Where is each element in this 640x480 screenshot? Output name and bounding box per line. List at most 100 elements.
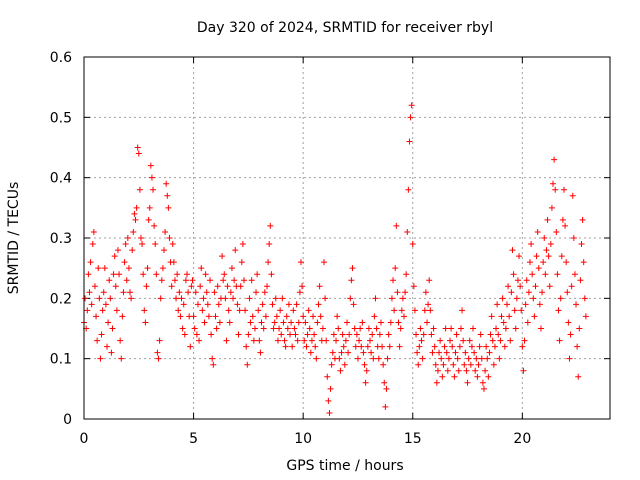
data-point [338,349,345,356]
data-point [335,325,342,332]
data-point [485,373,492,380]
data-point [397,325,404,332]
data-point [128,295,135,302]
data-point [283,313,290,320]
data-point [345,349,352,356]
data-point [243,343,250,350]
data-point [448,325,455,332]
data-point [415,361,422,368]
data-point [170,259,177,266]
data-point [494,301,501,308]
data-point [478,355,485,362]
chart-title: Day 320 of 2024, SRMTID for receiver rby… [197,20,493,36]
data-point [555,307,562,314]
data-point [493,325,500,332]
data-point [97,355,104,362]
data-point [482,367,489,374]
data-point [479,379,486,386]
data-point [315,301,322,308]
data-point [185,289,192,296]
data-point [519,343,526,350]
data-point [174,271,181,278]
data-point [369,331,376,338]
data-point [371,313,378,320]
data-point [90,228,97,235]
data-point [294,337,301,344]
data-point [440,361,447,368]
data-point [238,259,245,266]
data-point [247,319,254,326]
data-point [560,186,567,193]
data-point [220,277,227,284]
data-point [121,259,128,266]
data-point [379,343,386,350]
data-point [546,283,553,290]
data-point [189,277,196,284]
data-point [466,337,473,344]
data-point [488,313,495,320]
data-point [459,307,466,314]
data-point [323,337,330,344]
data-point [521,337,528,344]
y-tick-label: 0 [63,412,72,428]
data-point [299,283,306,290]
data-point [456,343,463,350]
data-point [282,343,289,350]
data-point [256,337,263,344]
data-point [319,325,326,332]
data-point [153,271,160,278]
data-point [501,343,508,350]
data-point [490,361,497,368]
data-point [235,331,242,338]
data-point [278,331,285,338]
data-point [382,403,389,410]
x-tick-labels: 0 5 10 15 20 [80,431,532,447]
data-point [548,204,555,211]
data-point [357,325,364,332]
data-point [562,222,569,229]
data-point [151,222,158,229]
data-point [554,271,561,278]
data-point [223,337,230,344]
data-point [556,337,563,344]
data-point [272,295,279,302]
data-point [432,361,439,368]
data-point [431,343,438,350]
data-point [114,247,121,254]
data-point [356,337,363,344]
data-point [86,289,93,296]
data-point [388,295,395,302]
data-point [157,295,164,302]
data-point [143,283,150,290]
data-point [467,361,474,368]
data-point [139,241,146,248]
data-point [291,325,298,332]
data-point [551,156,558,163]
data-point [132,216,139,223]
data-point [344,319,350,326]
data-point [476,343,483,350]
data-point [411,307,418,314]
data-point [474,373,481,380]
data-point [373,325,380,332]
data-point [98,331,105,338]
data-point [464,379,471,386]
data-point [293,301,300,308]
data-point [262,313,269,320]
data-point [333,337,340,344]
data-point [193,331,200,338]
data-point [422,289,429,296]
data-point [163,180,170,187]
data-point [210,361,217,368]
data-point [261,289,268,296]
data-point [173,295,180,302]
y-tick-label: 0.6 [50,50,72,66]
data-point [113,307,120,314]
data-point [317,313,324,320]
data-point [313,355,320,362]
data-point [571,271,578,278]
data-point [545,253,552,260]
data-point [406,138,413,145]
data-point [221,271,228,278]
